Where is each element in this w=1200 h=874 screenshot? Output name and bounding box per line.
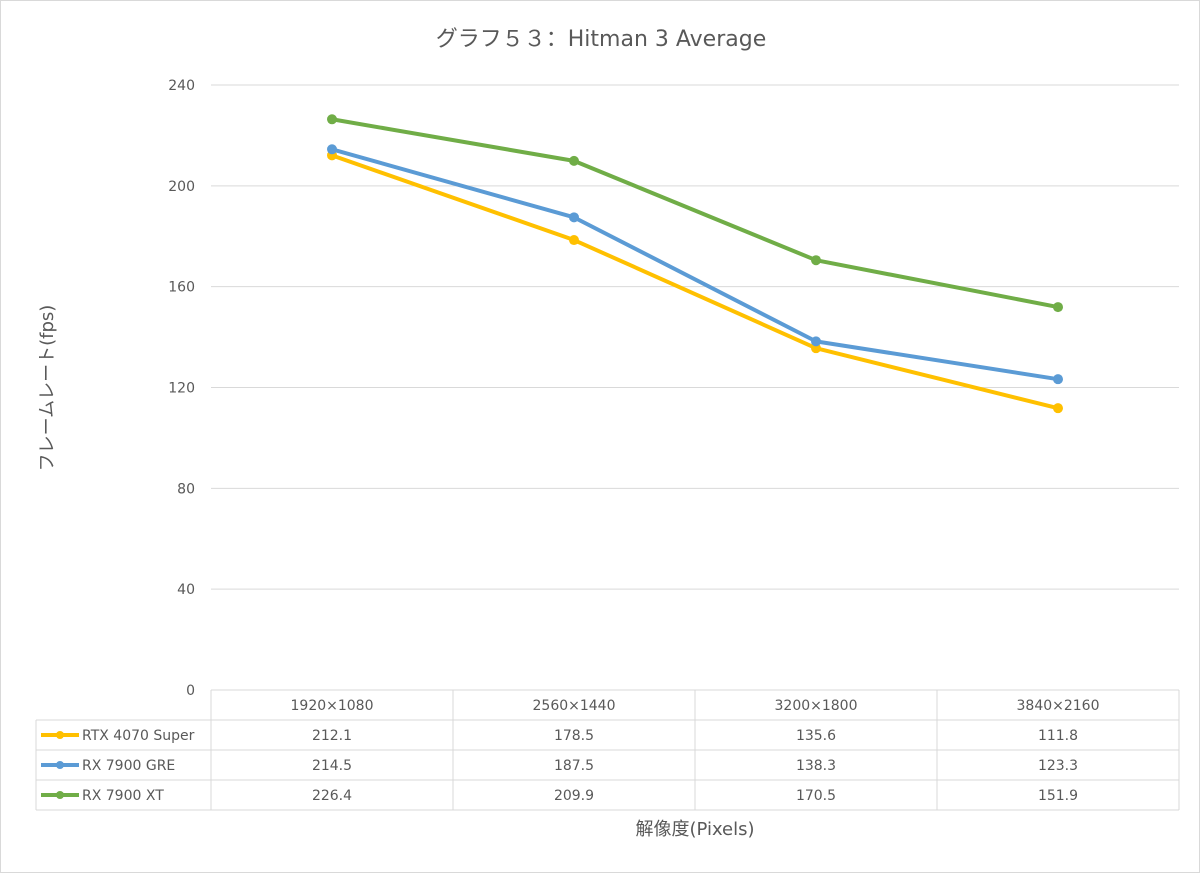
series-2 [327,114,1063,313]
y-tick-label: 160 [168,280,195,296]
data-point [569,212,579,223]
table-value: 151.9 [1038,788,1078,804]
series-line [330,117,1060,310]
data-point [569,235,579,246]
y-axis-title: フレームレート(fps) [37,305,58,472]
data-table: 1920×1080 2560×1440 3200×1800 3840×2160 RTX … [35,689,1180,811]
data-point [1053,302,1063,313]
series-line [330,147,1060,382]
y-tick-label: 0 [186,683,195,699]
series-name: RX 7900 GRE [82,758,175,774]
chart-title: グラフ５３：Hitman 3 Average [436,27,766,52]
legend-swatch-marker [56,791,64,799]
data-point [1053,374,1063,385]
series-1 [327,144,1063,385]
series-line [330,153,1060,411]
legend-swatch-marker [56,731,64,739]
table-value: 209.9 [554,788,594,804]
y-tick-label: 120 [168,381,195,397]
table-value: 123.3 [1038,758,1078,774]
table-value: 170.5 [796,788,836,804]
gridlines [211,84,1179,590]
series-lines [327,114,1063,414]
x-axis-title: 解像度(Pixels) [635,819,754,840]
legend-swatch-marker [56,761,64,769]
data-point [569,155,579,166]
table-value: 111.8 [1038,728,1078,744]
series-0 [327,150,1063,414]
x-category-label: 1920×1080 [291,698,374,714]
series-name: RTX 4070 Super [82,728,195,744]
table-value: 214.5 [312,758,352,774]
data-point [327,114,337,125]
table-value: 178.5 [554,728,594,744]
data-point [1053,403,1063,414]
x-category-label: 3840×2160 [1017,698,1100,714]
table-value: 226.4 [312,788,352,804]
table-value: 135.6 [796,728,836,744]
y-tick-label: 80 [177,481,195,497]
x-category-label: 2560×1440 [533,698,616,714]
table-value: 138.3 [796,758,836,774]
data-point [811,336,821,347]
y-tick-label: 240 [168,78,195,94]
data-point [811,255,821,266]
y-tick-label: 200 [168,179,195,195]
table-value: 187.5 [554,758,594,774]
y-tick-label: 40 [177,582,195,598]
data-point [327,144,337,155]
table-value: 212.1 [312,728,352,744]
y-axis-ticks: 0 40 80 120 160 200 240 [168,78,195,699]
series-name: RX 7900 XT [82,788,164,804]
x-category-label: 3200×1800 [775,698,858,714]
